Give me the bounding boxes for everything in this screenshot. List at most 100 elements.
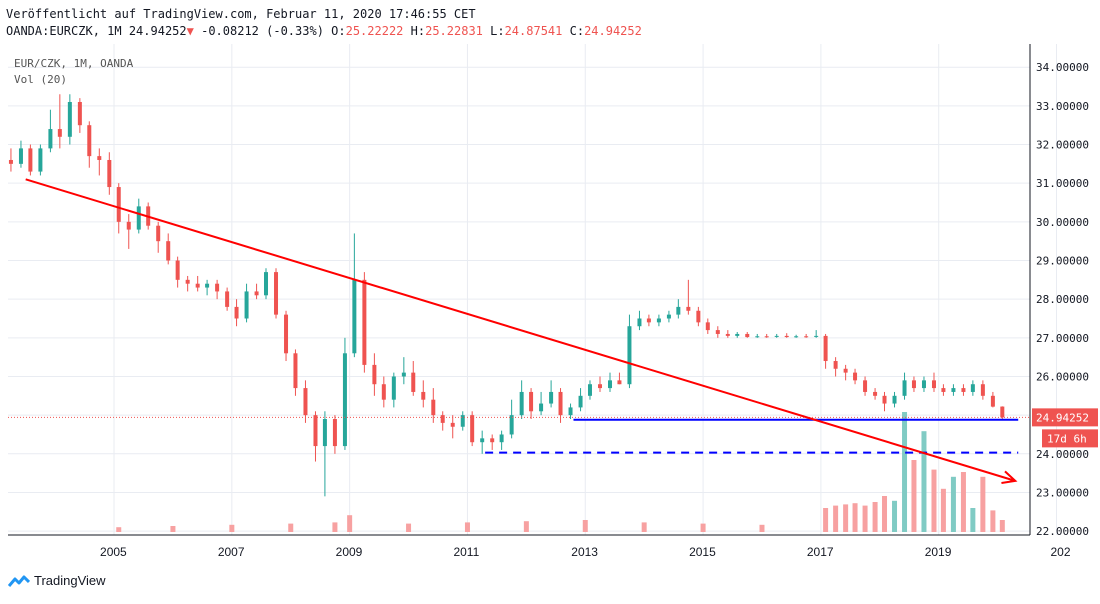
candle-body [784,335,789,338]
candle-body [303,388,308,416]
candle-body [401,372,406,377]
volume-bar [833,505,839,532]
candle-body [234,306,239,319]
price-tick-label: 23.00000 [1036,486,1089,499]
candle-body [264,272,269,296]
volume-bar [852,503,858,532]
volume-bar [911,460,917,532]
candle-body [362,279,367,365]
last-price-badge [1032,408,1098,427]
candle-body [990,395,995,407]
candle-body [951,388,956,392]
candle-body [921,380,926,389]
candle-body [676,306,681,315]
volume-bar [990,510,996,532]
price-tick-label: 28.00000 [1036,293,1089,306]
candle-body [28,148,33,172]
candle-body [185,279,190,284]
time-tick-label: 2015 [689,545,716,559]
candle-body [549,391,554,404]
volume-bar [229,524,235,532]
volume-bar [892,500,898,532]
candle-body [48,129,53,149]
candle-body [911,380,916,389]
countdown-label: 17d 6h [1047,432,1087,445]
candle-body [87,125,92,157]
candle-body [97,156,102,160]
price-tick-label: 34.00000 [1036,61,1089,74]
candle-body [499,434,504,443]
high-value: 25.22831 [425,24,483,38]
candle-body [597,384,602,389]
volume-bar [347,515,353,532]
candle-body [529,391,534,412]
candle-body [77,101,82,126]
down-arrow-icon: ▼ [186,24,194,38]
candle-body [823,335,828,362]
low-label: L: [490,24,505,38]
candle-body [116,187,121,222]
price-tick-label: 32.00000 [1036,139,1089,152]
candle-body [656,318,661,323]
time-tick-label: 202 [1051,545,1071,559]
candle-body [774,335,779,337]
candle-body [1000,406,1005,418]
candle-body [57,129,62,137]
candle-body [715,330,720,334]
candle-body [931,380,936,389]
volume-bar [862,505,868,532]
trendline [25,178,1016,482]
open-value: 25.22222 [345,24,404,38]
price-tick-label: 30.00000 [1036,216,1089,229]
candle-body [961,388,966,392]
tradingview-logo[interactable]: TradingView [8,573,106,588]
candle-body [460,415,465,427]
candle-body [391,376,396,400]
series-legend: EUR/CZK, 1M, OANDA [14,57,134,70]
candle-body [587,384,592,396]
candle-body [578,395,583,408]
candle-body [764,336,769,338]
volume-bar [940,488,946,532]
volume-bar [170,526,176,532]
candle-body [342,353,347,447]
volume-bar [332,522,338,532]
volume-bar [931,469,937,532]
candle-body [509,415,514,435]
candle-body [902,380,907,396]
candle-body [136,206,141,230]
symbol-label: OANDA:EURCZK, 1M [6,24,122,38]
volume-bar [950,476,956,532]
low-value: 24.87541 [504,24,563,38]
candle-body [696,310,701,323]
high-label: H: [410,24,426,38]
candle-body [539,403,544,412]
brand-name: TradingView [34,573,106,588]
candle-body [381,384,386,400]
candle-body [558,391,563,416]
candle-body [843,368,848,373]
candle-body [293,353,298,389]
candle-body [705,322,710,331]
open-label: O: [331,24,346,38]
price-tick-label: 33.00000 [1036,100,1089,113]
time-tick-label: 2017 [807,545,834,559]
candle-body [332,419,337,447]
volume-bar [902,412,908,532]
candle-body [568,407,573,416]
candle-body [244,291,249,319]
price-tick-label: 24.00000 [1036,448,1089,461]
candle-body [725,333,730,336]
volume-bar [843,504,849,532]
candle-body [225,291,230,307]
candle-body [274,272,279,315]
candle-body [38,148,43,172]
candle-body [18,148,23,164]
volume-bar [882,496,888,532]
candle-body [8,159,13,164]
candle-body [794,336,799,338]
volume-legend: Vol (20) [14,73,67,86]
candle-body [637,318,642,327]
